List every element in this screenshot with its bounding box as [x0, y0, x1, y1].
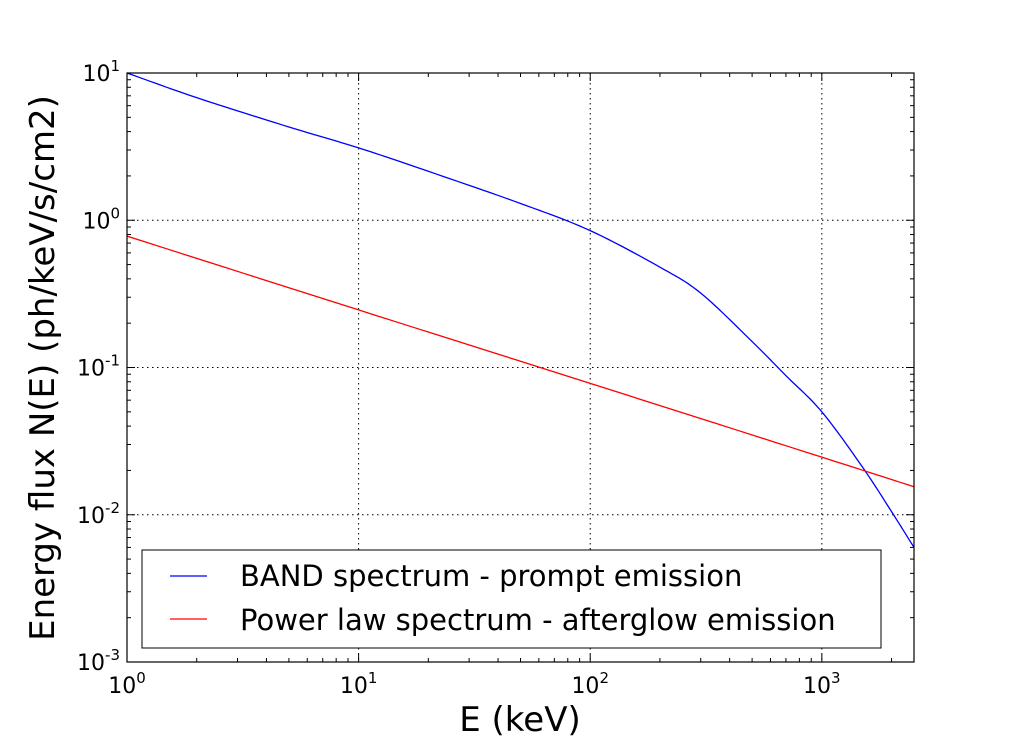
- legend-box: [141, 549, 882, 649]
- tick-labels: 100 101 102 103 10-3 10-2 10-1 100 101: [77, 57, 841, 699]
- series-line-1: [126, 235, 915, 488]
- series-lines: [126, 72, 915, 548]
- x-tick-label: 103: [803, 669, 841, 699]
- y-tick-label: 10-2: [77, 499, 120, 529]
- x-axis-title: E (keV): [459, 700, 580, 737]
- x-tick-label: 100: [108, 669, 146, 699]
- x-tick-label: 101: [340, 669, 378, 699]
- legend-label-power-law: Power law spectrum - afterglow emission: [240, 603, 836, 637]
- tick-marks: [126, 72, 914, 663]
- plot-frame: [126, 72, 915, 663]
- y-tick-label: 10-1: [77, 352, 120, 382]
- y-tick-label: 10-3: [77, 646, 120, 676]
- series-line-0: [126, 72, 915, 548]
- y-tick-label: 100: [82, 204, 120, 234]
- legend: BAND spectrum - prompt emission Power la…: [141, 549, 882, 649]
- y-tick-label: 101: [82, 57, 120, 87]
- x-tick-label: 102: [571, 669, 609, 699]
- legend-label-band: BAND spectrum - prompt emission: [240, 559, 742, 593]
- y-axis-title: Energy flux N(E) (ph/keV/s/cm2): [23, 95, 63, 641]
